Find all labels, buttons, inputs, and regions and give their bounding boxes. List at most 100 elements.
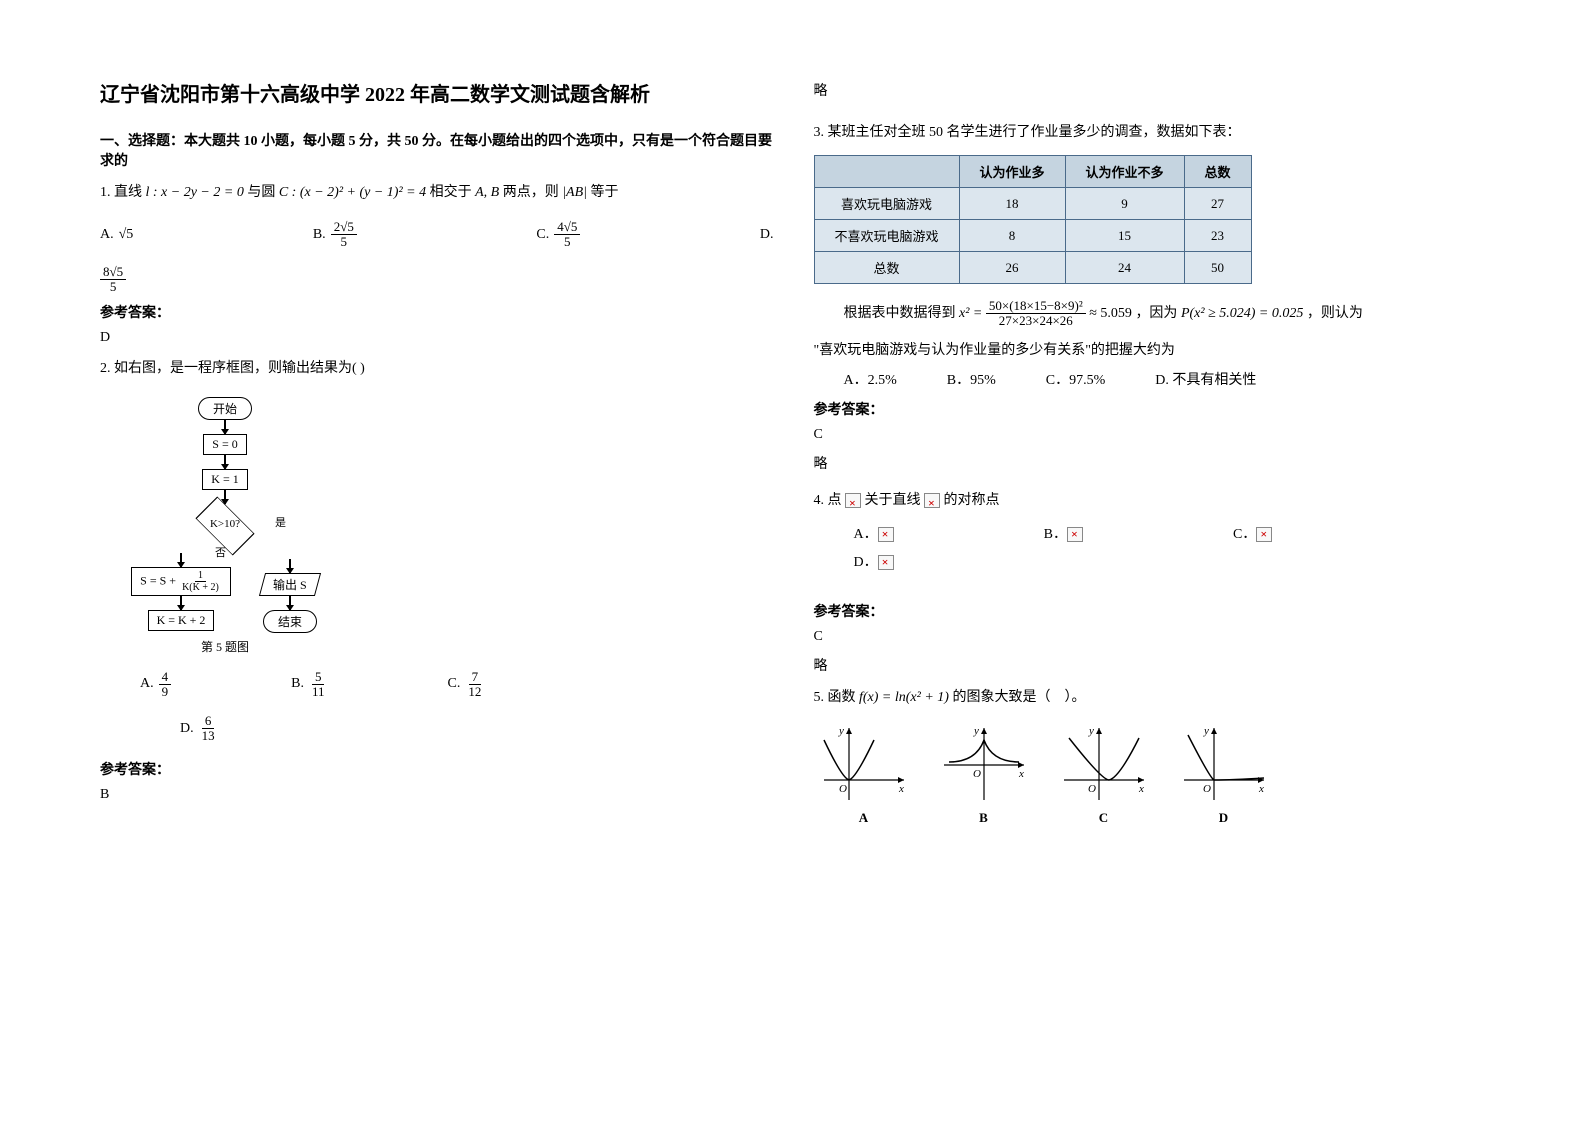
fc-no: 否 bbox=[215, 544, 226, 560]
fc-update-left: S = S + bbox=[140, 573, 176, 587]
q4-options: A． B． C． D． bbox=[814, 523, 1488, 571]
q3-answer: C bbox=[814, 427, 1488, 443]
q2-answer-label: 参考答案： bbox=[100, 759, 774, 779]
q1-circle-eq: C : (x − 2)² + (y − 1)² = 4 bbox=[279, 185, 426, 200]
q2-option-c: C. 712 bbox=[448, 670, 485, 700]
q4-option-b: B． bbox=[1044, 523, 1083, 543]
q4-answer-label: 参考答案： bbox=[814, 601, 1488, 621]
fc-end: 结束 bbox=[263, 610, 317, 633]
svg-text:x: x bbox=[1018, 768, 1024, 780]
q2-optB-den: 11 bbox=[309, 685, 328, 699]
q2-optC-prefix: C. bbox=[448, 676, 461, 692]
q4-mid: 关于直线 bbox=[865, 493, 925, 508]
q2-optC-den: 12 bbox=[465, 685, 484, 699]
section-1-title: 一、选择题：本大题共 10 小题，每小题 5 分，共 50 分。在每小题给出的四… bbox=[100, 130, 774, 170]
q3-calc: 根据表中数据得到 x² = 50×(18×15−8×9)²27×23×24×26… bbox=[844, 299, 1488, 329]
q5-label-b: B bbox=[934, 810, 1034, 826]
q1-optA-val: √5 bbox=[119, 227, 134, 243]
q3-table-cell: 不喜欢玩电脑游戏 bbox=[814, 220, 959, 252]
q3-calc-prefix: 根据表中数据得到 bbox=[844, 306, 956, 321]
q4-option-c: C． bbox=[1233, 523, 1272, 543]
broken-image-icon bbox=[1067, 527, 1083, 542]
q2-note: 略 bbox=[814, 80, 1488, 100]
q3-table-cell: 23 bbox=[1184, 220, 1251, 252]
q1-answer-label: 参考答案： bbox=[100, 302, 774, 322]
q1-optC-prefix: C. bbox=[536, 227, 549, 243]
q4-suffix: 的对称点 bbox=[944, 493, 1000, 508]
q5-graph-c: O x y C bbox=[1054, 720, 1154, 826]
q1-optA-prefix: A. bbox=[100, 227, 114, 243]
q2-answer: B bbox=[100, 787, 774, 803]
q2-optA-prefix: A. bbox=[140, 676, 154, 692]
broken-image-icon bbox=[924, 493, 940, 508]
q3-options: A．2.5% B．95% C．97.5% D. 不具有相关性 bbox=[844, 369, 1488, 389]
q2-options: A. 49 B. 511 C. 712 D. 613 bbox=[140, 670, 774, 744]
q1-optC-den: 5 bbox=[561, 235, 574, 249]
q3-calc-num: 50×(18×15−8×9)² bbox=[986, 299, 1086, 314]
question-4: 4. 点 关于直线 的对称点 bbox=[814, 488, 1488, 513]
fc-update-den: K(K + 2) bbox=[179, 582, 222, 593]
q3-option-c: C．97.5% bbox=[1046, 369, 1106, 389]
q3-option-b: B．95% bbox=[947, 369, 996, 389]
q2-optC-num: 7 bbox=[469, 670, 482, 685]
svg-text:y: y bbox=[838, 725, 844, 737]
q1-optB-prefix: B. bbox=[313, 227, 326, 243]
q4-option-d: D． bbox=[854, 551, 894, 571]
q3-table-header: 认为作业多 bbox=[959, 156, 1065, 188]
svg-text:O: O bbox=[839, 783, 847, 795]
q3-calc-lhs: x² = bbox=[959, 306, 986, 321]
fc-start: 开始 bbox=[198, 397, 252, 420]
q3-table-header: 认为作业不多 bbox=[1065, 156, 1184, 188]
q2-flowchart: 开始 S = 0 K = 1 K>10? 是 否 S = S + 1K(K + … bbox=[100, 397, 330, 655]
svg-text:O: O bbox=[1088, 783, 1096, 795]
q1-option-c: C. 4√55 bbox=[536, 220, 580, 250]
q3-note: 略 bbox=[814, 453, 1488, 473]
broken-image-icon bbox=[1256, 527, 1272, 542]
q1-optD-den: 5 bbox=[107, 280, 120, 294]
q1-mid1: 与圆 bbox=[247, 185, 279, 200]
q5-suffix: 的图象大致是（ ）。 bbox=[952, 690, 1085, 705]
q2-option-b: B. 511 bbox=[291, 670, 327, 700]
svg-text:y: y bbox=[1088, 725, 1094, 737]
svg-text:y: y bbox=[973, 725, 979, 737]
q5-graph-b: O x y B bbox=[934, 720, 1034, 826]
q3-pcond: P(x² ≥ 5.024) = 0.025 bbox=[1181, 306, 1303, 321]
q3-table-header bbox=[814, 156, 959, 188]
q1-ab: |AB| bbox=[562, 185, 587, 200]
fc-output: 输出 S bbox=[259, 573, 321, 596]
q3-option-a: A．2.5% bbox=[844, 369, 897, 389]
q1-prefix: 1. 直线 bbox=[100, 185, 146, 200]
q5-graphs: O x y A O x y B bbox=[814, 720, 1488, 826]
fc-caption: 第 5 题图 bbox=[120, 638, 330, 655]
q3-table-cell: 喜欢玩电脑游戏 bbox=[814, 188, 959, 220]
q3-table-header: 总数 bbox=[1184, 156, 1251, 188]
fc-k2: K = K + 2 bbox=[148, 610, 215, 631]
q1-mid2: 相交于 bbox=[430, 185, 476, 200]
question-5: 5. 函数 f(x) = ln(x² + 1) 的图象大致是（ ）。 bbox=[814, 685, 1488, 710]
q4-prefix: 4. 点 bbox=[814, 493, 846, 508]
q1-optD-prefix: D. bbox=[760, 227, 774, 243]
q3-table-cell: 27 bbox=[1184, 188, 1251, 220]
q5-graph-d: O x y D bbox=[1174, 720, 1274, 826]
fc-yes: 是 bbox=[275, 514, 286, 530]
q3-answer-label: 参考答案： bbox=[814, 399, 1488, 419]
q1-optC-num: 4√5 bbox=[554, 220, 580, 235]
q3-table-cell: 9 bbox=[1065, 188, 1184, 220]
q1-option-b: B. 2√55 bbox=[313, 220, 357, 250]
q3-table: 认为作业多认为作业不多总数 喜欢玩电脑游戏18927不喜欢玩电脑游戏81523总… bbox=[814, 155, 1252, 284]
broken-image-icon bbox=[845, 493, 861, 508]
q2-optD-prefix: D. bbox=[180, 721, 194, 737]
q3-because: ，因为 bbox=[1135, 306, 1177, 321]
q1-answer: D bbox=[100, 330, 774, 346]
svg-text:x: x bbox=[1258, 783, 1264, 795]
q3-calc-approx: ≈ 5.059 bbox=[1089, 306, 1132, 321]
q4-option-a: A． bbox=[854, 523, 894, 543]
q3-table-cell: 50 bbox=[1184, 252, 1251, 284]
q5-label-d: D bbox=[1174, 810, 1274, 826]
q3-table-cell: 18 bbox=[959, 188, 1065, 220]
q1-mid3: 两点，则 bbox=[503, 185, 563, 200]
svg-text:x: x bbox=[898, 783, 904, 795]
broken-image-icon bbox=[878, 527, 894, 542]
q2-optA-den: 9 bbox=[159, 685, 172, 699]
q1-pts: A, B bbox=[475, 185, 499, 200]
